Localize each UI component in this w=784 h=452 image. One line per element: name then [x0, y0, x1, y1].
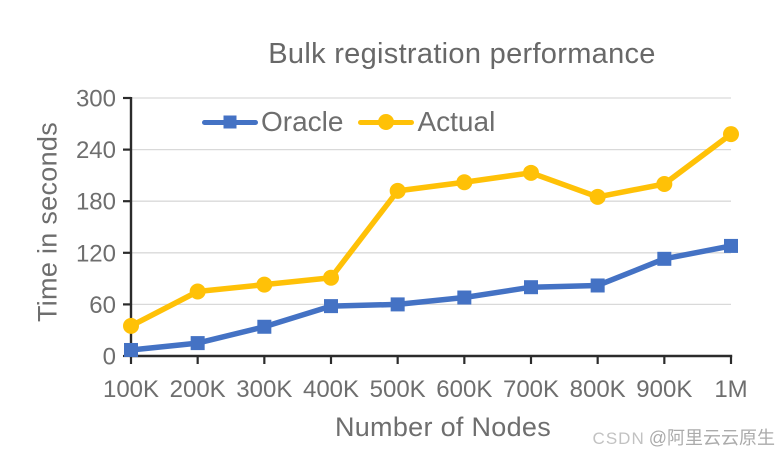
data-point-actual	[123, 317, 139, 334]
x-tick-label: 700K	[503, 376, 559, 403]
data-point-actual	[523, 164, 539, 181]
data-point-oracle	[257, 319, 272, 334]
data-point-oracle	[190, 336, 205, 351]
data-point-actual	[323, 269, 339, 286]
legend-label-actual: Actual	[417, 106, 496, 137]
data-point-actual	[589, 188, 606, 205]
x-tick-label: 200K	[170, 376, 226, 403]
x-tick-label: 300K	[236, 376, 292, 403]
x-tick-label: 500K	[370, 376, 426, 403]
data-point-oracle	[524, 280, 538, 295]
data-point-actual	[389, 182, 406, 199]
data-point-oracle	[390, 297, 405, 312]
data-point-oracle	[724, 238, 738, 253]
x-tick-label: 1M	[714, 376, 747, 403]
data-point-oracle	[124, 342, 138, 357]
series-line-oracle	[128, 243, 734, 353]
data-point-oracle	[324, 299, 338, 314]
legend-item-actual: Actual	[358, 106, 495, 138]
chart-title: Bulk registration performance	[268, 38, 656, 70]
x-axis-label: Number of Nodes	[334, 412, 552, 442]
x-tick-label: 600K	[436, 376, 492, 403]
data-point-actual	[256, 276, 273, 293]
y-tick-label: 120	[76, 240, 116, 267]
oracle-line-swatch	[202, 115, 258, 129]
watermark-csdn: CSDN	[592, 429, 645, 448]
x-tick-label: 900K	[636, 376, 692, 403]
square-marker-icon	[223, 115, 237, 129]
x-tick-label: 800K	[570, 376, 626, 403]
legend: Oracle Actual	[202, 106, 495, 138]
actual-line-swatch	[358, 114, 415, 130]
data-point-oracle	[657, 251, 672, 266]
legend-item-oracle: Oracle	[202, 106, 343, 138]
data-point-actual	[723, 126, 739, 143]
x-tick-label: 100K	[103, 376, 159, 403]
data-point-actual	[656, 176, 673, 192]
x-tick-label: 400K	[303, 376, 359, 403]
y-tick-label: 0	[103, 344, 116, 371]
watermark: CSDN @阿里云云原生	[593, 424, 775, 450]
y-tick-label: 180	[76, 189, 116, 216]
watermark-handle: @阿里云云原生	[648, 428, 775, 448]
y-tick-label: 60	[89, 292, 116, 319]
y-tick-label: 300	[76, 86, 116, 113]
series-line-actual	[128, 131, 734, 329]
y-tick-label: 240	[76, 137, 116, 164]
data-point-oracle	[590, 278, 605, 293]
data-point-actual	[189, 283, 206, 300]
data-point-actual	[456, 174, 473, 191]
legend-label-oracle: Oracle	[261, 106, 344, 137]
circle-marker-icon	[378, 114, 395, 130]
data-point-oracle	[457, 290, 472, 305]
